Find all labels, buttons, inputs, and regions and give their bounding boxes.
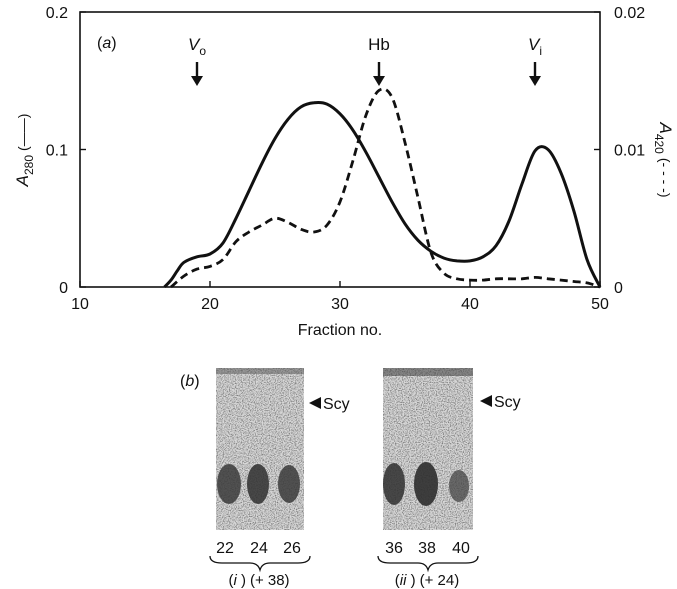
- marker-vi: Vi: [528, 35, 542, 86]
- series-layer: [163, 87, 602, 289]
- x-tick-label: 30: [331, 296, 349, 313]
- right-y-axis-label: A420(- - - -): [652, 121, 675, 197]
- x-axis-label: Fraction no.: [298, 322, 382, 339]
- gel-i-lane-1-band: [217, 464, 241, 504]
- gel-ii-sample-label: (ii ) (+ 24): [395, 572, 459, 589]
- panel-a-label: (a): [97, 35, 117, 52]
- gel-ii-speckle: [383, 368, 473, 530]
- gel-i-band-label: Scy: [323, 396, 350, 413]
- a280-solid-line: [163, 101, 602, 289]
- right-y-axis-ticks: 0 0.01 0.02: [594, 5, 645, 297]
- panel-b-label: (b): [180, 373, 200, 390]
- marker-vo: Vo: [188, 35, 206, 86]
- left-y-tick-label: 0.2: [46, 5, 68, 22]
- gel-i-speckle: [216, 368, 304, 530]
- gel-i-sample-label: (i ) (+ 38): [228, 572, 289, 589]
- gel-ii-lane-2-band: [414, 462, 438, 506]
- x-tick-label: 10: [71, 296, 89, 313]
- gel-ii: Scy 36 38 40 (ii ) (+ 24): [377, 368, 521, 589]
- x-tick-label: 40: [461, 296, 479, 313]
- x-axis-ticks: 10 20 30 40 50: [71, 281, 609, 313]
- x-tick-label: 20: [201, 296, 219, 313]
- gel-ii-lane-label-3: 40: [452, 540, 470, 557]
- panel-b: (b) Scy 22 24 26 (i ) (+ 38): [180, 368, 521, 589]
- marker-hb: Hb: [368, 35, 390, 86]
- plot-frame: [79, 11, 601, 288]
- svg-text:A280(——): A280(——): [13, 114, 36, 188]
- left-y-tick-label: 0.1: [46, 143, 68, 160]
- gel-ii-lane-label-2: 38: [418, 540, 436, 557]
- gel-ii-lane-3-band: [449, 470, 469, 502]
- gel-i-lane-3-band: [278, 465, 300, 503]
- marker-hb-label: Hb: [368, 35, 390, 54]
- gel-ii-top-edge: [383, 368, 473, 376]
- x-tick-label: 50: [591, 296, 609, 313]
- right-y-tick-label: 0.02: [614, 5, 645, 22]
- down-arrow-icon: [373, 76, 385, 86]
- gel-ii-brace: [377, 555, 479, 573]
- a420-dashed-line: [170, 87, 601, 289]
- gel-i-arrowhead-icon: [309, 397, 321, 409]
- right-y-tick-label: 0: [614, 280, 623, 297]
- gel-ii-lane-1-band: [383, 463, 405, 505]
- marker-vo-label: Vo: [188, 35, 206, 58]
- gel-i-lane-label-1: 22: [216, 540, 234, 557]
- down-arrow-icon: [529, 76, 541, 86]
- panel-a: (a) 10 20 30 40 50 00.10.2 00.010.02 Vo Hb Vi …: [13, 5, 675, 339]
- gel-i-brace: [209, 555, 311, 573]
- gel-i: Scy 22 24 26 (i ) (+ 38): [209, 368, 350, 589]
- gel-ii-band-label: Scy: [494, 394, 521, 411]
- gel-i-lane-label-3: 26: [283, 540, 301, 557]
- right-y-tick-label: 0.01: [614, 143, 645, 160]
- gel-i-lane-2-band: [247, 464, 269, 504]
- gel-i-lane-label-2: 24: [250, 540, 268, 557]
- marker-vi-label: Vi: [528, 35, 542, 58]
- left-y-tick-label: 0: [59, 280, 68, 297]
- gel-i-top-edge: [216, 368, 304, 374]
- left-y-axis-ticks: 0 0.1 0.2: [46, 5, 86, 297]
- marker-layer: Vo Hb Vi: [188, 35, 542, 86]
- gel-ii-lane-label-1: 36: [385, 540, 403, 557]
- svg-text:A420(- - - -): A420(- - - -): [652, 121, 675, 197]
- down-arrow-icon: [191, 76, 203, 86]
- left-y-axis-label: A280(——): [13, 114, 36, 188]
- gel-ii-arrowhead-icon: [480, 395, 492, 407]
